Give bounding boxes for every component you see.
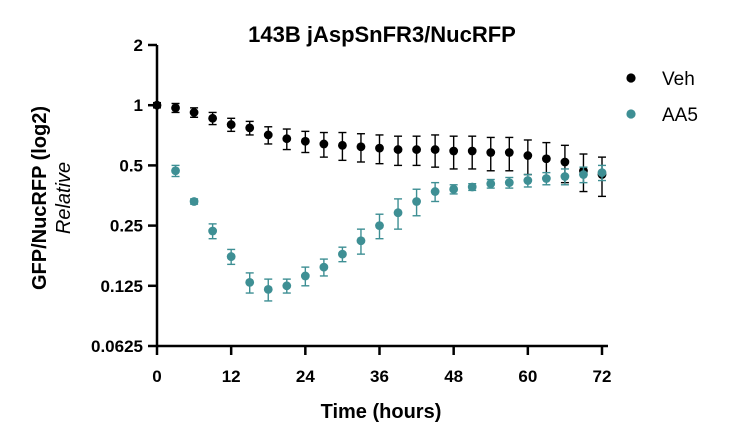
data-point-veh xyxy=(152,100,162,110)
data-point-aa5 xyxy=(226,252,236,261)
data-point-veh xyxy=(226,120,236,129)
y-tick-label: 0.25 xyxy=(110,217,143,236)
legend-marker-veh xyxy=(626,73,636,83)
data-point-veh xyxy=(189,108,199,117)
data-point-aa5 xyxy=(467,182,477,192)
x-tick-label: 12 xyxy=(222,367,241,386)
data-point-aa5 xyxy=(486,179,496,189)
y-axis-label: GFP/NucRFP (log2) xyxy=(29,106,51,290)
data-point-aa5 xyxy=(282,281,292,291)
legend-marker-aa5 xyxy=(626,109,636,119)
y-ticks: 0.0625 0.125 0.25 0.5 1 2 xyxy=(91,36,157,356)
data-point-aa5 xyxy=(171,166,180,176)
legend-label-veh: Veh xyxy=(662,69,695,90)
data-point-veh xyxy=(263,130,273,140)
data-point-veh xyxy=(319,139,329,149)
data-point-veh xyxy=(245,123,255,133)
y-axis-sublabel: Relative xyxy=(53,162,75,234)
data-point-veh xyxy=(504,148,514,157)
x-tick-label: 36 xyxy=(370,367,389,386)
x-tick-label: 0 xyxy=(152,367,161,386)
data-point-aa5 xyxy=(579,170,588,179)
data-point-aa5 xyxy=(338,249,347,259)
data-point-aa5 xyxy=(208,226,218,236)
data-point-veh xyxy=(208,113,218,123)
y-tick-label: 1 xyxy=(134,96,143,115)
data-point-veh xyxy=(338,140,347,150)
legend-label-aa5: AA5 xyxy=(662,105,698,126)
data-point-veh xyxy=(356,142,366,152)
x-axis-label: Time (hours) xyxy=(321,401,442,423)
data-point-veh xyxy=(282,134,292,144)
x-tick-label: 48 xyxy=(444,367,463,386)
data-point-aa5 xyxy=(597,168,607,178)
plot-area xyxy=(152,100,607,302)
y-tick-label: 2 xyxy=(134,36,143,55)
data-point-aa5 xyxy=(504,178,514,188)
x-tick-label: 24 xyxy=(296,367,315,386)
series-veh xyxy=(152,100,607,198)
chart-title: 143B jAspSnFR3/NucRFP xyxy=(248,22,516,47)
data-point-aa5 xyxy=(523,176,533,185)
data-point-aa5 xyxy=(319,262,329,272)
data-point-aa5 xyxy=(541,174,551,183)
data-point-aa5 xyxy=(412,197,421,206)
y-tick-label: 0.0625 xyxy=(91,337,143,356)
data-point-veh xyxy=(486,148,496,157)
data-point-veh xyxy=(393,145,403,154)
x-ticks: 0 12 24 36 48 60 72 xyxy=(152,346,611,386)
data-point-aa5 xyxy=(560,172,570,181)
data-point-veh xyxy=(449,146,459,156)
data-point-aa5 xyxy=(356,236,366,246)
data-point-veh xyxy=(430,145,440,154)
legend: Veh AA5 xyxy=(626,69,698,126)
data-point-veh xyxy=(171,103,180,113)
data-point-aa5 xyxy=(263,284,273,294)
data-point-aa5 xyxy=(375,221,384,231)
axes xyxy=(155,45,608,348)
data-point-aa5 xyxy=(189,197,199,206)
data-point-veh xyxy=(560,157,570,167)
x-tick-label: 60 xyxy=(518,367,537,386)
data-point-veh xyxy=(300,136,310,146)
x-tick-label: 72 xyxy=(593,367,612,386)
data-point-aa5 xyxy=(430,187,440,196)
data-point-aa5 xyxy=(300,271,310,281)
data-point-aa5 xyxy=(393,208,403,218)
data-point-veh xyxy=(467,146,477,156)
data-point-aa5 xyxy=(449,184,459,194)
data-point-veh xyxy=(412,145,421,154)
data-point-aa5 xyxy=(245,277,255,287)
data-point-veh xyxy=(523,151,533,160)
series-aa5 xyxy=(171,164,607,302)
data-point-veh xyxy=(541,154,551,164)
data-point-veh xyxy=(375,143,384,153)
y-tick-label: 0.125 xyxy=(100,277,143,296)
y-tick-label: 0.5 xyxy=(119,156,143,175)
